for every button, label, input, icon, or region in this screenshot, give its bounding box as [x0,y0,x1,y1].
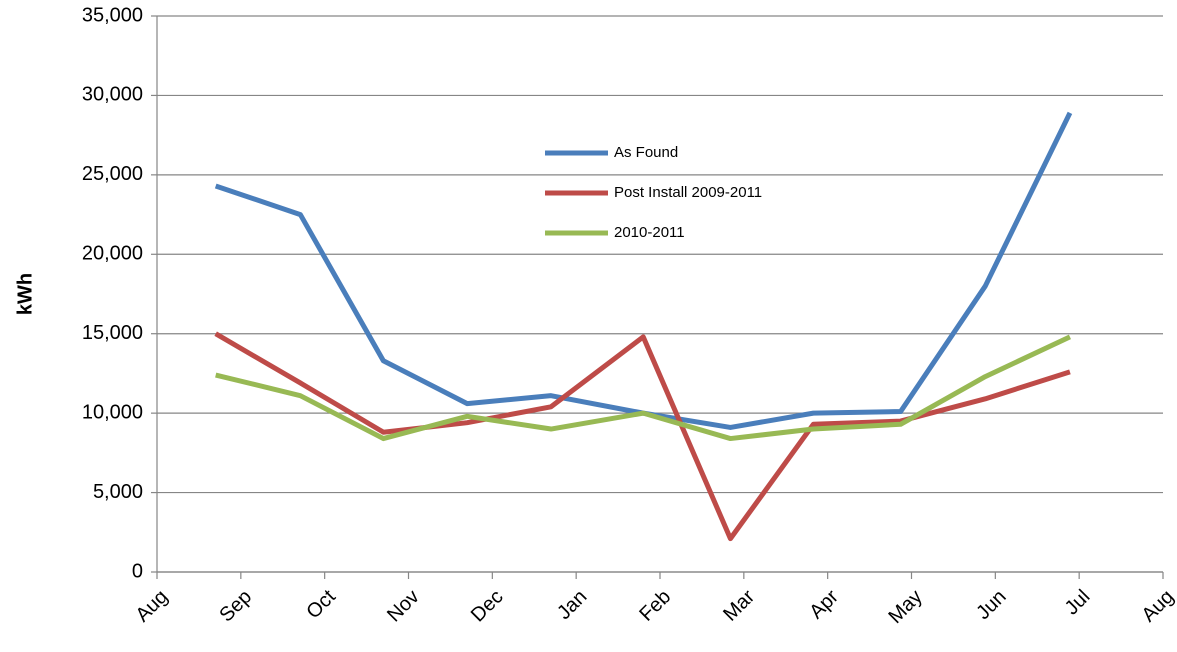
x-tick-label: Mar [719,585,759,625]
y-tick-label: 5,000 [93,481,143,503]
y-tick-label: 10,000 [82,401,143,423]
x-tick-label: Nov [383,586,424,627]
x-tick-label: Aug [132,586,173,627]
legend-label: 2010-2011 [614,224,685,241]
y-tick-label: 15,000 [82,322,143,344]
y-tick-label: 25,000 [82,163,143,185]
x-tick-label: Sep [215,586,256,627]
x-tick-label: Dec [467,586,508,627]
y-tick-label: 35,000 [82,4,143,26]
series-line [214,331,1071,542]
legend-label: Post Install 2009-2011 [614,184,762,201]
x-tick-label: Jan [553,586,591,624]
legend-label: As Found [614,144,678,161]
series-line [215,334,1072,442]
y-tick-label: 20,000 [82,243,143,265]
x-tick-label: Oct [302,585,340,623]
y-axis-label: kWh [14,273,36,315]
x-tick-label: Jun [972,586,1010,624]
x-tick-label: May [884,586,926,628]
x-tick-label: Feb [635,586,675,626]
x-tick-label: Apr [805,585,843,623]
y-tick-label: 0 [132,560,143,582]
y-tick-label: 30,000 [82,84,143,106]
x-tick-label: Jul [1061,586,1095,620]
x-tick-label: Aug [1138,586,1177,627]
